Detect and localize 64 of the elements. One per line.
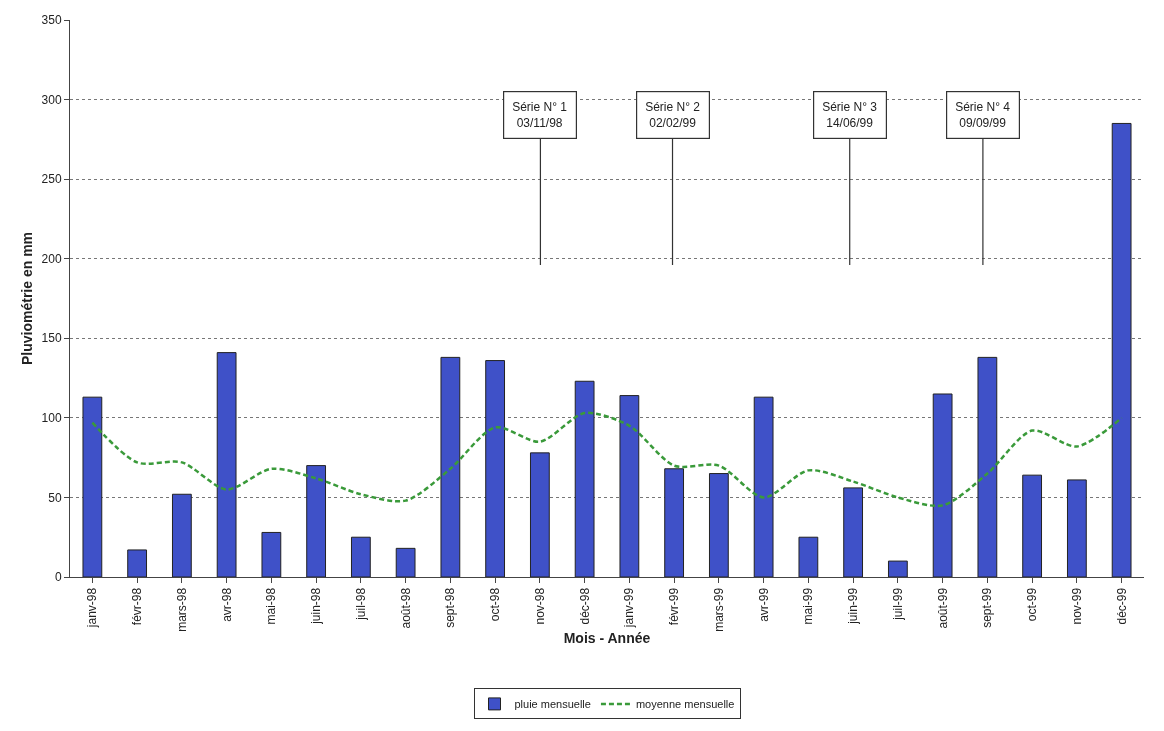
x-tick-label: mai-98: [264, 587, 279, 625]
bar: [1022, 474, 1043, 577]
x-tick-label: févr-99: [667, 587, 682, 626]
bar: [127, 549, 148, 577]
y-tick-label: 350: [41, 13, 62, 28]
bar: [529, 452, 550, 577]
y-tick-label: 100: [41, 411, 62, 426]
x-tick-label: nov-99: [1069, 587, 1084, 625]
bar: [977, 356, 998, 577]
bar: [350, 536, 371, 577]
x-tick-label: nov-98: [532, 587, 547, 625]
x-tick-label: janv-99: [622, 587, 637, 629]
annotation: Série N° 3 14/06/99: [822, 100, 878, 130]
bar: [843, 487, 864, 577]
x-tick-label: mars-99: [711, 587, 726, 632]
x-tick-label: juin-98: [309, 587, 324, 625]
y-axis-title: Pluviométrie en mm: [19, 231, 35, 366]
x-tick-label: oct-99: [1025, 587, 1040, 622]
bar: [708, 473, 729, 577]
x-tick-label: janv-98: [85, 587, 100, 629]
x-axis-title: Mois - Année: [563, 630, 651, 647]
x-tick-label: mai-99: [801, 587, 816, 625]
y-tick-label: 50: [48, 490, 62, 505]
x-tick-label: juil-99: [890, 587, 905, 621]
legend-label: pluie mensuelle: [514, 698, 591, 711]
x-tick-label: sept-98: [443, 587, 458, 628]
y-tick-label: 200: [41, 251, 62, 266]
bar: [82, 396, 103, 577]
x-tick-label: déc-98: [577, 587, 592, 625]
bar: [261, 531, 282, 577]
bar: [395, 547, 416, 577]
bar: [619, 395, 640, 577]
y-tick-label: 150: [41, 331, 62, 346]
bar: [306, 465, 327, 577]
annotation: Série N° 2 02/02/99: [645, 100, 701, 130]
x-tick-label: juil-98: [353, 587, 368, 621]
bar: [440, 356, 461, 577]
x-tick-label: oct-98: [488, 587, 503, 622]
x-tick-label: août-99: [935, 587, 950, 629]
bar: [664, 468, 685, 577]
x-tick-label: avr-98: [219, 587, 234, 622]
legend-label: moyenne mensuelle: [635, 698, 735, 711]
annotation: Série N° 4 09/09/99: [955, 100, 1011, 130]
y-tick-label: 0: [54, 570, 62, 585]
y-tick-label: 250: [41, 172, 62, 187]
bar: [485, 360, 506, 577]
annotation: Série N° 1 03/11/98: [512, 100, 568, 130]
y-tick-label: 300: [41, 92, 62, 107]
bar: [216, 352, 237, 577]
bar: [887, 560, 908, 577]
bar: [753, 396, 774, 577]
x-tick-label: avr-99: [756, 587, 771, 622]
x-tick-label: juin-99: [846, 587, 861, 625]
x-tick-label: août-98: [398, 587, 413, 629]
bar: [171, 493, 192, 577]
bar: [798, 536, 819, 577]
x-tick-label: mars-98: [174, 587, 189, 632]
bar: [574, 380, 595, 577]
bar: [1066, 479, 1087, 577]
x-tick-label: sept-99: [980, 587, 995, 628]
x-tick-label: déc-99: [1114, 587, 1129, 625]
x-tick-label: févr-98: [130, 587, 145, 626]
bar: [932, 393, 953, 577]
bar: [1111, 122, 1132, 577]
